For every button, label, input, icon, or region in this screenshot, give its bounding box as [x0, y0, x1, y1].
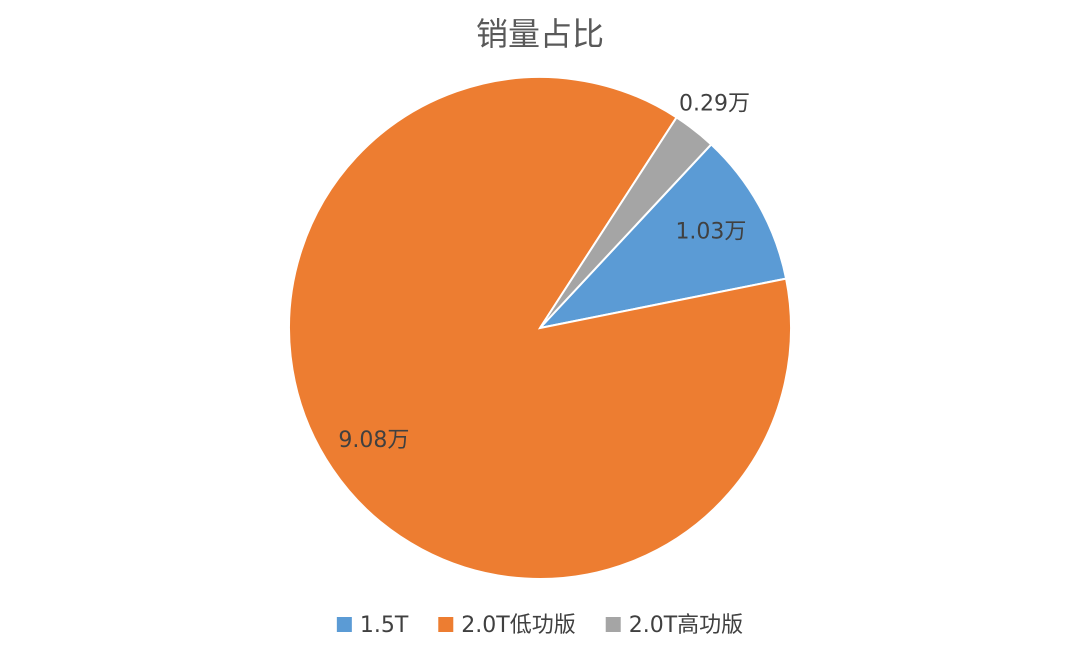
legend-label: 1.5T — [360, 613, 409, 638]
legend-swatch — [438, 617, 454, 632]
chart-title: 销量占比 — [476, 15, 604, 53]
pie-slice — [539, 116, 713, 329]
data-label: 0.29万 — [679, 91, 750, 116]
data-label: 9.08万 — [338, 428, 409, 453]
legend-label: 2.0T低功版 — [461, 613, 575, 638]
legend-label: 2.0T高功版 — [629, 613, 743, 638]
pie-slice — [537, 143, 788, 330]
legend-swatch — [336, 617, 352, 632]
data-label: 1.03万 — [675, 220, 746, 245]
legend-swatch — [605, 617, 621, 632]
